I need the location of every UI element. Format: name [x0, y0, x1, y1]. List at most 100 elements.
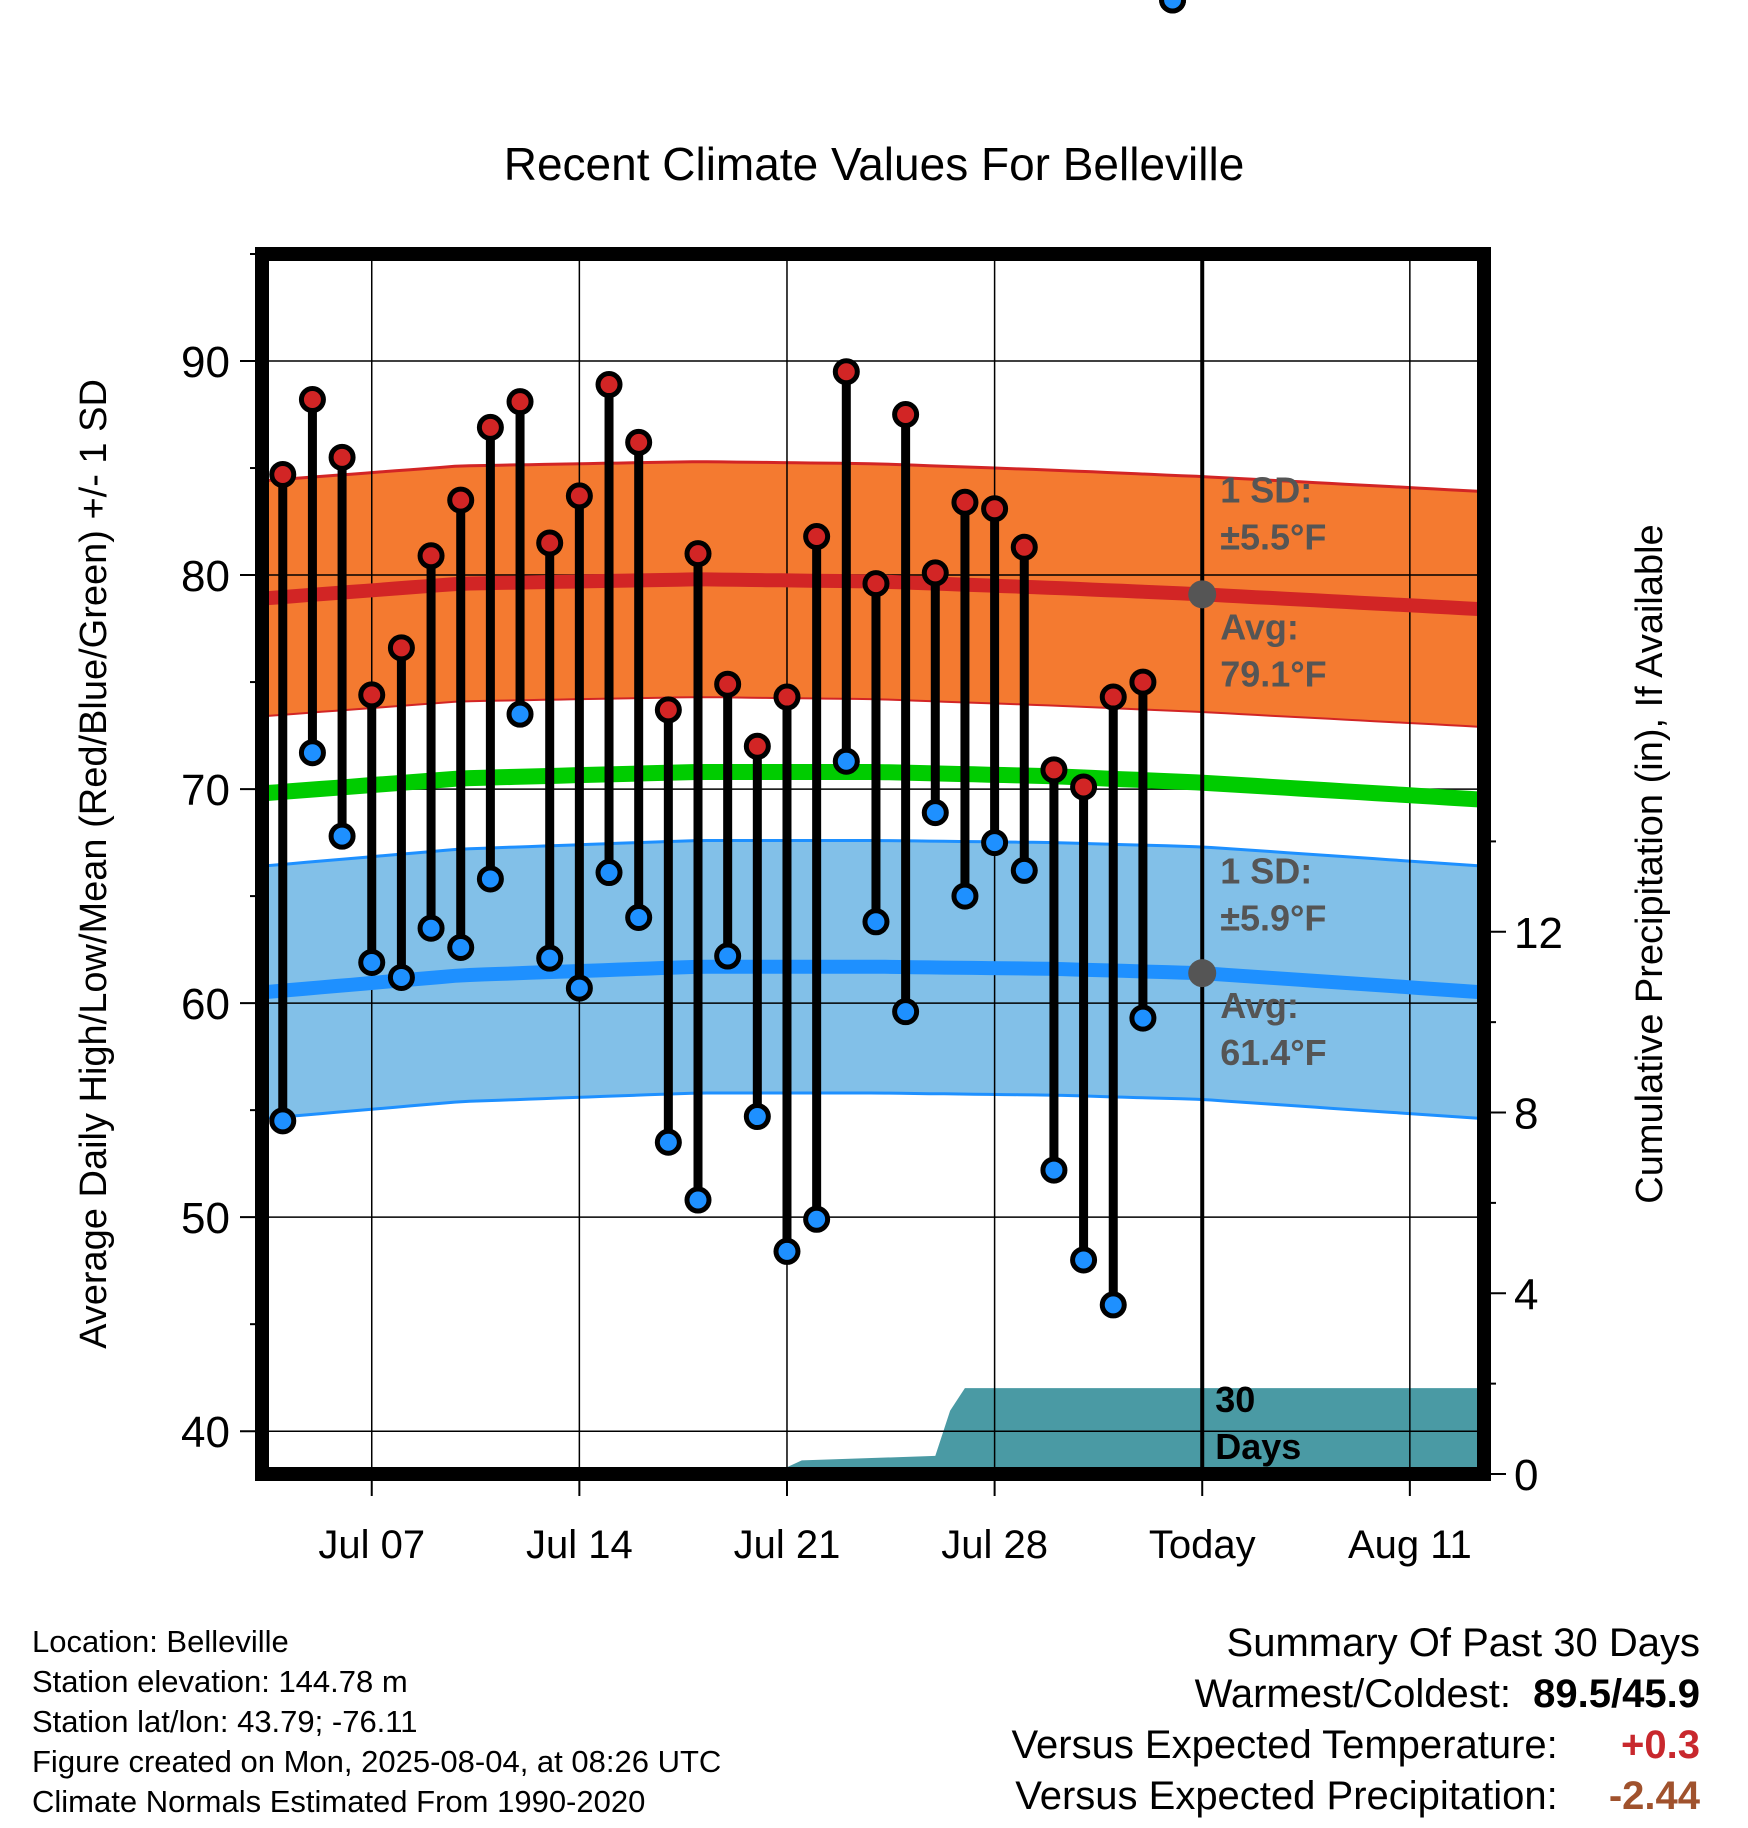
- daily-low-point: [1070, 1246, 1098, 1274]
- daily-high-point: [506, 388, 534, 416]
- x-tick-label: Aug 11: [1348, 1523, 1472, 1567]
- daily-low-point: [1010, 856, 1038, 884]
- high-sd-label: 1 SD:: [1220, 469, 1312, 510]
- warmest-label: Warmest/Coldest:: [1194, 1672, 1511, 1716]
- station-info: Location: Belleville Station elevation: …: [32, 1622, 721, 1822]
- precip-value: -2.44: [1608, 1774, 1700, 1818]
- summary-title: Summary Of Past 30 Days: [1226, 1621, 1700, 1665]
- daily-high-point: [387, 634, 415, 662]
- daily-low-point: [1099, 1291, 1127, 1319]
- x-axis-label: Day: [838, 1597, 909, 1600]
- daily-low-point: [832, 747, 860, 775]
- high-sd-value: ±5.5°F: [1220, 516, 1326, 557]
- daily-low-point: [387, 963, 415, 991]
- daily-high-point: [328, 443, 356, 471]
- daily-low-point: [417, 914, 445, 942]
- y-tick-label: 70: [181, 766, 230, 815]
- daily-low-point: [743, 1103, 771, 1131]
- low-average-marker: [1188, 959, 1217, 988]
- normal-low-band-lower: [268, 1091, 1478, 1120]
- y-tick-label: 60: [181, 980, 230, 1029]
- daily-low-point: [654, 1128, 682, 1156]
- y2-tick-label: 4: [1514, 1270, 1538, 1319]
- climate-chart: Recent Climate Values For Belleville 1 S…: [73, 0, 1671, 1600]
- chart-title: Recent Climate Values For Belleville: [504, 138, 1245, 190]
- latlon-text: Station lat/lon: 43.79; -76.11: [32, 1704, 418, 1739]
- y2-tick-label: 0: [1514, 1451, 1538, 1500]
- daily-high-point: [803, 523, 831, 551]
- daily-low-point: [447, 933, 475, 961]
- daily-low-point: [981, 829, 1009, 857]
- daily-high-point: [832, 358, 860, 386]
- daily-low-point: [625, 904, 653, 932]
- daily-low-point: [892, 998, 920, 1026]
- daily-high-point: [684, 540, 712, 568]
- y2-tick-label: 8: [1514, 1090, 1538, 1139]
- daily-high-point: [1070, 773, 1098, 801]
- daily-high-point: [298, 386, 326, 414]
- x-tick-label: Jul 14: [526, 1523, 633, 1567]
- normals-text: Climate Normals Estimated From 1990-2020: [32, 1784, 646, 1819]
- daily-high-point: [417, 542, 445, 570]
- daily-low-point: [862, 908, 890, 936]
- daily-high-point: [921, 559, 949, 587]
- y-tick-label: 40: [181, 1408, 230, 1457]
- daily-high-point: [358, 681, 386, 709]
- y-tick-label: 50: [181, 1194, 230, 1243]
- normal-high-band-upper: [268, 460, 1478, 493]
- daily-low-point: [1129, 1004, 1157, 1032]
- daily-high-point: [269, 460, 297, 488]
- summary-warmest-row: Warmest/Coldest: 89.5/45.9: [1012, 1669, 1700, 1720]
- daily-high-point: [981, 495, 1009, 523]
- daily-high-point: [714, 670, 742, 698]
- daily-high-point: [595, 371, 623, 399]
- daily-low-point: [506, 700, 534, 728]
- normal-low-line: [268, 959, 1478, 999]
- daily-high-point: [862, 570, 890, 598]
- days-count-number: 30: [1215, 1379, 1255, 1420]
- x-tick-label: Jul 28: [941, 1523, 1048, 1567]
- high-average-marker: [1188, 580, 1217, 609]
- y-tick-label: 90: [181, 338, 230, 387]
- high-avg-value: 79.1°F: [1220, 653, 1326, 694]
- normal-mean-line: [268, 764, 1478, 808]
- daily-low-point: [921, 799, 949, 827]
- x-tick-label: Today: [1149, 1523, 1256, 1567]
- low-sd-value: ±5.9°F: [1220, 897, 1326, 938]
- summary-temp-row: Versus Expected Temperature: +0.3: [1012, 1720, 1700, 1771]
- low-avg-label: Avg:: [1220, 985, 1299, 1026]
- y-tick-label: 80: [181, 552, 230, 601]
- daily-high-point: [743, 732, 771, 760]
- created-text: Figure created on Mon, 2025-08-04, at 08…: [32, 1744, 722, 1779]
- daily-low-point: [536, 944, 564, 972]
- daily-low-point: [1159, 0, 1187, 14]
- daily-low-point: [476, 865, 504, 893]
- temp-label: Versus Expected Temperature:: [1011, 1723, 1558, 1767]
- daily-high-point: [773, 683, 801, 711]
- daily-low-point: [803, 1205, 831, 1233]
- summary-panel: Summary Of Past 30 Days Warmest/Coldest:…: [1012, 1618, 1700, 1822]
- plot-frame: [255, 247, 1491, 1481]
- daily-high-point: [1040, 756, 1068, 784]
- daily-low-point: [565, 974, 593, 1002]
- normal-low-band: [268, 840, 1478, 1119]
- plot-area: 1 SD: ±5.5°F Avg: 79.1°F 1 SD: ±5.9°F Avg: 61.4…: [73, 0, 1671, 1600]
- precip-label: Versus Expected Precipitation:: [1015, 1774, 1558, 1818]
- daily-high-point: [536, 529, 564, 557]
- daily-low-point: [358, 948, 386, 976]
- daily-high-point: [654, 696, 682, 724]
- y2-tick-label: 12: [1514, 909, 1563, 958]
- daily-high-point: [447, 486, 475, 514]
- low-sd-label: 1 SD:: [1220, 850, 1312, 891]
- daily-high-point: [476, 413, 504, 441]
- daily-high-point: [565, 482, 593, 510]
- daily-low-point: [773, 1237, 801, 1265]
- elevation-text: Station elevation: 144.78 m: [32, 1664, 408, 1699]
- daily-high-point: [625, 428, 653, 456]
- high-avg-label: Avg:: [1220, 606, 1299, 647]
- y-axis-label: Average Daily High/Low/Mean (Red/Blue/Gr…: [73, 379, 115, 1349]
- summary-precip-row: Versus Expected Precipitation: -2.44: [1012, 1771, 1700, 1822]
- daily-low-point: [951, 882, 979, 910]
- y2-axis-label: Cumulative Precipitation (in), If Availa…: [1629, 524, 1671, 1203]
- daily-low-point: [298, 739, 326, 767]
